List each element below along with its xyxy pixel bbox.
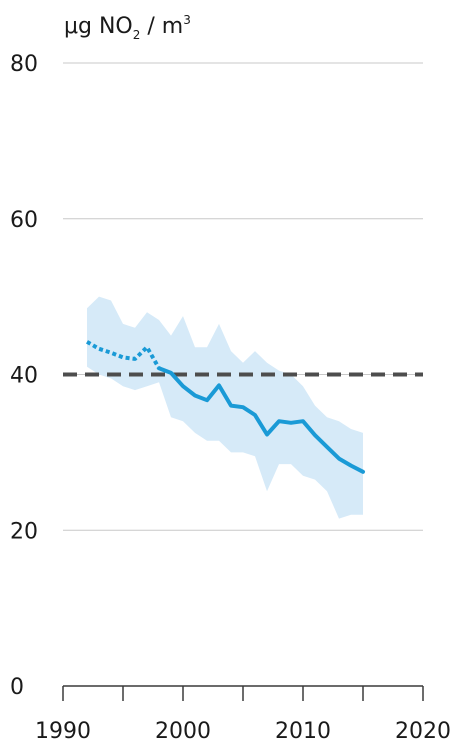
- x-tick-label-2010: 2010: [275, 719, 331, 744]
- gridlines: [63, 62, 423, 531]
- unit-superscript: 3: [183, 13, 191, 27]
- x-tick-label-1990: 1990: [35, 719, 91, 744]
- unit-middle: / m: [140, 14, 183, 39]
- series-layer: [85, 340, 365, 474]
- range-band: [87, 296, 363, 519]
- x-tick-label-2000: 2000: [155, 719, 211, 744]
- y-tick-label-0: 0: [10, 675, 24, 700]
- y-unit-label: μg NO2 / m3: [64, 13, 191, 42]
- range-band-layer: [87, 296, 363, 519]
- x-tick-label-2020: 2020: [395, 719, 451, 744]
- y-axis-labels: 0 20 40 60 80: [10, 52, 38, 700]
- x-axis: 1990 2000 2010 2020: [35, 685, 451, 744]
- y-tick-label-40: 40: [10, 364, 38, 389]
- series-line-solid: [157, 366, 365, 474]
- y-tick-label-80: 80: [10, 52, 38, 77]
- unit-prefix: μg NO: [64, 14, 133, 39]
- unit-subscript: 2: [133, 28, 141, 42]
- y-tick-label-60: 60: [10, 208, 38, 233]
- y-tick-label-20: 20: [10, 519, 38, 544]
